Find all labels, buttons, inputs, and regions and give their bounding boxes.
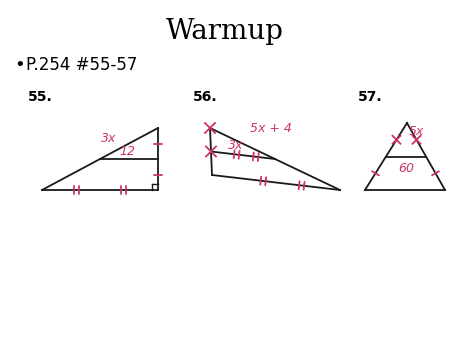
Text: 56.: 56. <box>193 90 218 104</box>
Text: 3x: 3x <box>101 131 117 145</box>
Text: P.254 #55-57: P.254 #55-57 <box>26 56 137 74</box>
Text: •: • <box>14 56 25 74</box>
Text: Warmup: Warmup <box>166 18 284 45</box>
Text: 5x + 4: 5x + 4 <box>251 122 292 136</box>
Text: 3x: 3x <box>228 139 243 152</box>
Text: 5x: 5x <box>409 125 424 138</box>
Text: 12: 12 <box>119 145 135 158</box>
Text: 60: 60 <box>398 162 414 175</box>
Text: 57.: 57. <box>358 90 382 104</box>
Text: 55.: 55. <box>28 90 53 104</box>
